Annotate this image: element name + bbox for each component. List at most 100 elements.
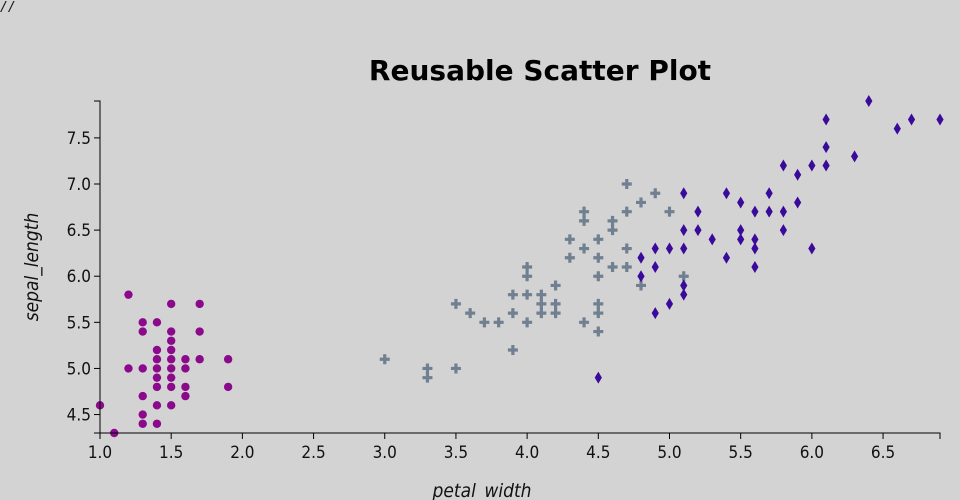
x-tick-label: 5.0 [657,443,681,463]
data-point-cross [536,289,547,300]
points-layer [95,95,944,438]
x-tick-label: 2.5 [301,443,325,463]
series-cross [379,179,689,383]
plot-area: 1.0 1.5 2.0 2.5 3.0 3.5 4.0 4.5 5.0 5.5 6.0 6.5 4.5… [67,95,944,463]
x-tick-label: 6.0 [800,443,824,463]
data-point-cross [422,363,433,374]
data-point-cross [664,206,675,217]
data-point-cross [593,252,604,263]
x-axis-line [99,432,941,439]
data-point-circle [152,355,162,364]
data-point-cross [636,197,647,208]
data-point-diamond [779,205,787,218]
data-point-cross [593,298,604,309]
y-axis-ticks: 4.5 5.0 5.5 6.0 6.5 7.0 7.5 [67,129,100,426]
x-axis-ticks: 1.0 1.5 2.0 2.5 3.0 3.5 4.0 4.5 5.0 5.5 6.0 6.5 [88,433,895,463]
data-point-diamond [907,113,916,126]
x-axis-label: petal_width [432,480,532,500]
data-point-cross [522,317,533,328]
data-point-cross [507,289,518,300]
data-point-diamond [694,224,702,237]
y-tick-label: 7.0 [67,175,91,195]
y-axis-line [94,100,101,434]
data-point-diamond [850,150,859,163]
data-point-cross [379,354,390,365]
data-point-cross [522,262,533,272]
data-point-circle [152,382,162,392]
data-point-diamond [722,187,731,200]
data-point-diamond [794,196,802,209]
data-point-circle [152,318,162,327]
data-point-diamond [680,187,688,200]
data-point-circle [152,419,162,428]
data-point-cross [607,262,618,272]
data-point-circle [152,345,162,355]
data-point-circle [152,364,162,373]
data-point-circle [181,355,190,364]
data-point-cross [522,271,533,282]
data-point-diamond [665,297,674,310]
data-point-diamond [680,242,688,255]
data-point-circle [166,401,176,410]
data-point-diamond [637,251,645,264]
data-point-cross [579,206,590,217]
data-point-diamond [708,233,716,246]
data-point-cross [621,206,632,217]
data-point-circle [195,355,204,364]
data-point-cross [450,298,461,309]
data-point-diamond [794,168,802,181]
data-point-diamond [808,242,816,255]
data-point-diamond [665,242,674,255]
data-point-cross [522,289,533,300]
data-point-diamond [680,288,688,301]
x-tick-label: 3.5 [444,443,468,463]
data-point-circle [124,290,133,299]
data-point-circle [195,299,204,309]
data-point-diamond [694,205,702,218]
data-point-cross [621,243,632,254]
data-point-cross [579,243,590,254]
data-point-diamond [779,224,787,237]
data-point-circle [166,373,176,382]
data-point-cross [465,308,476,319]
data-point-diamond [808,159,816,172]
data-point-diamond [737,224,745,237]
series-diamond [594,95,944,384]
data-point-circle [181,382,190,392]
data-point-diamond [680,224,688,237]
data-point-cross [579,317,590,328]
x-tick-label: 1.0 [88,443,112,463]
x-tick-label: 4.5 [586,443,610,463]
data-point-circle [138,327,147,336]
data-point-circle [166,336,176,345]
data-point-diamond [936,113,944,126]
data-point-diamond [637,270,645,283]
data-point-diamond [751,242,759,255]
data-point-diamond [722,251,731,264]
series-circle [95,290,233,438]
data-point-diamond [765,187,773,200]
data-point-cross [607,215,618,226]
data-point-circle [138,410,147,419]
y-tick-label: 7.5 [67,129,91,149]
data-point-circle [181,391,190,401]
data-point-circle [138,419,147,428]
data-point-diamond [822,159,830,172]
data-point-cross [536,308,547,319]
data-point-diamond [680,279,688,292]
data-point-cross [564,234,575,245]
data-point-cross [579,215,590,226]
data-point-circle [195,327,204,336]
data-point-diamond [651,307,659,320]
data-point-diamond [822,141,830,154]
data-point-circle [166,299,176,309]
data-point-cross [550,280,561,291]
data-point-circle [152,401,162,410]
data-point-cross [507,308,518,319]
data-point-cross [479,317,490,328]
data-point-cross [621,179,632,189]
y-tick-label: 5.5 [67,313,91,333]
data-point-diamond [594,371,602,384]
data-point-cross [564,252,575,263]
data-point-cross [678,271,689,282]
